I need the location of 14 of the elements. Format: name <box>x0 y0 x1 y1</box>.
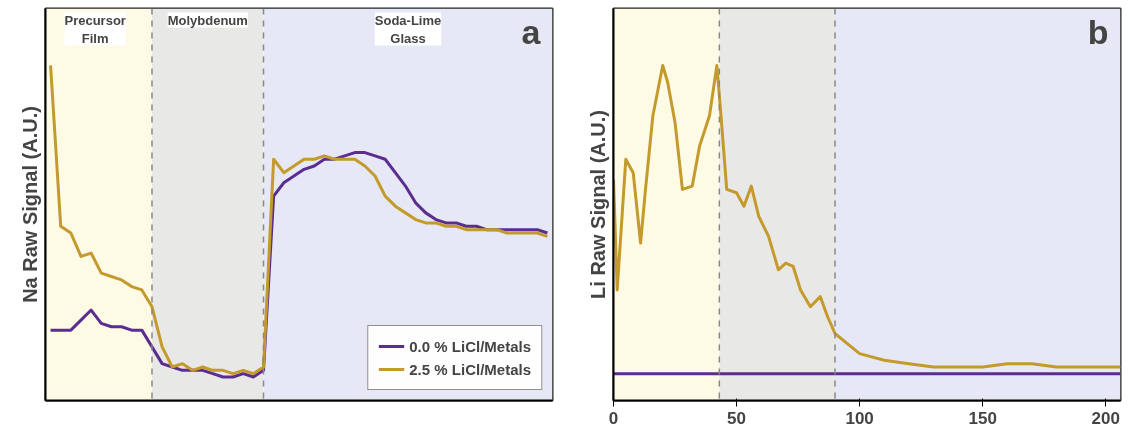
x-tick-label: 0 <box>608 408 619 428</box>
legend-label: 2.5 % LiCl/Metals <box>409 360 531 378</box>
text: Precursor Film <box>64 12 126 46</box>
text: a <box>521 12 542 51</box>
x-tick-label: 150 <box>968 408 997 428</box>
y-axis-title: Na Raw Signal (A.U.) <box>18 106 41 303</box>
x-tick-label: 200 <box>1091 408 1120 428</box>
x-tick-label: 50 <box>727 408 747 428</box>
text: Soda-Lime Glass <box>374 12 442 46</box>
y-axis-title: Li Raw Signal (A.U.) <box>586 110 609 299</box>
legend-label: 0.0 % LiCl/Metals <box>409 337 531 355</box>
text: Molybdenum <box>167 12 248 28</box>
text: b <box>1087 12 1109 51</box>
x-tick-label: 100 <box>845 408 874 428</box>
